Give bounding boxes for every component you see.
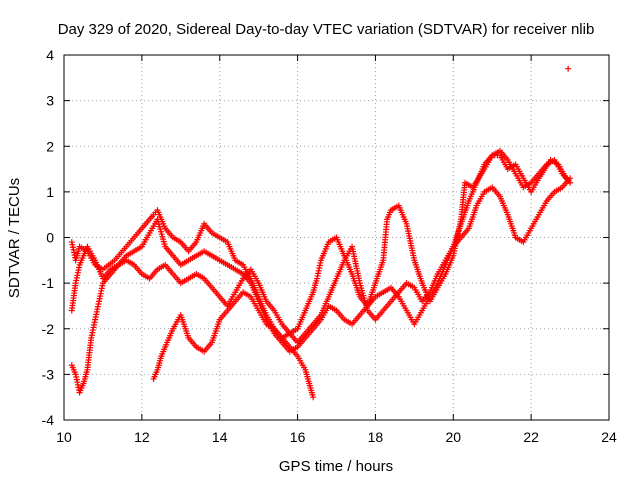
x-tick-label: 16	[290, 429, 306, 445]
y-tick-label: 1	[46, 184, 54, 200]
x-tick-label: 12	[134, 429, 150, 445]
data-point	[567, 179, 574, 186]
y-tick-label: 0	[46, 230, 54, 246]
data-point	[565, 65, 572, 72]
x-axis-label: GPS time / hours	[279, 458, 393, 475]
plot-frame	[63, 54, 610, 421]
y-tick-label: 4	[46, 47, 54, 63]
x-tick-labels: 10 12 14 16 18 20 22 24	[56, 429, 617, 445]
y-axis-label: SDTVAR / TECUs	[6, 178, 23, 298]
x-tick-label: 10	[56, 429, 72, 445]
chart-title: Day 329 of 2020, Sidereal Day-to-day VTE…	[58, 21, 595, 38]
data-point	[563, 175, 570, 182]
x-tick-label: 18	[368, 429, 384, 445]
y-tick-label: 3	[46, 93, 54, 109]
y-tick-label: -1	[42, 275, 55, 291]
x-tick-label: 22	[523, 429, 539, 445]
y-tick-label: -3	[42, 366, 55, 382]
y-tick-label: 2	[46, 138, 54, 154]
y-tick-label: -4	[42, 412, 55, 428]
y-tick-labels: -4 -3 -2 -1 0 1 2 3 4	[42, 47, 55, 428]
x-tick-label: 24	[601, 429, 617, 445]
y-tick-label: -2	[42, 321, 55, 337]
x-tick-label: 14	[212, 429, 228, 445]
data-points	[68, 65, 574, 401]
x-tick-label: 20	[445, 429, 461, 445]
data-point	[310, 394, 317, 401]
